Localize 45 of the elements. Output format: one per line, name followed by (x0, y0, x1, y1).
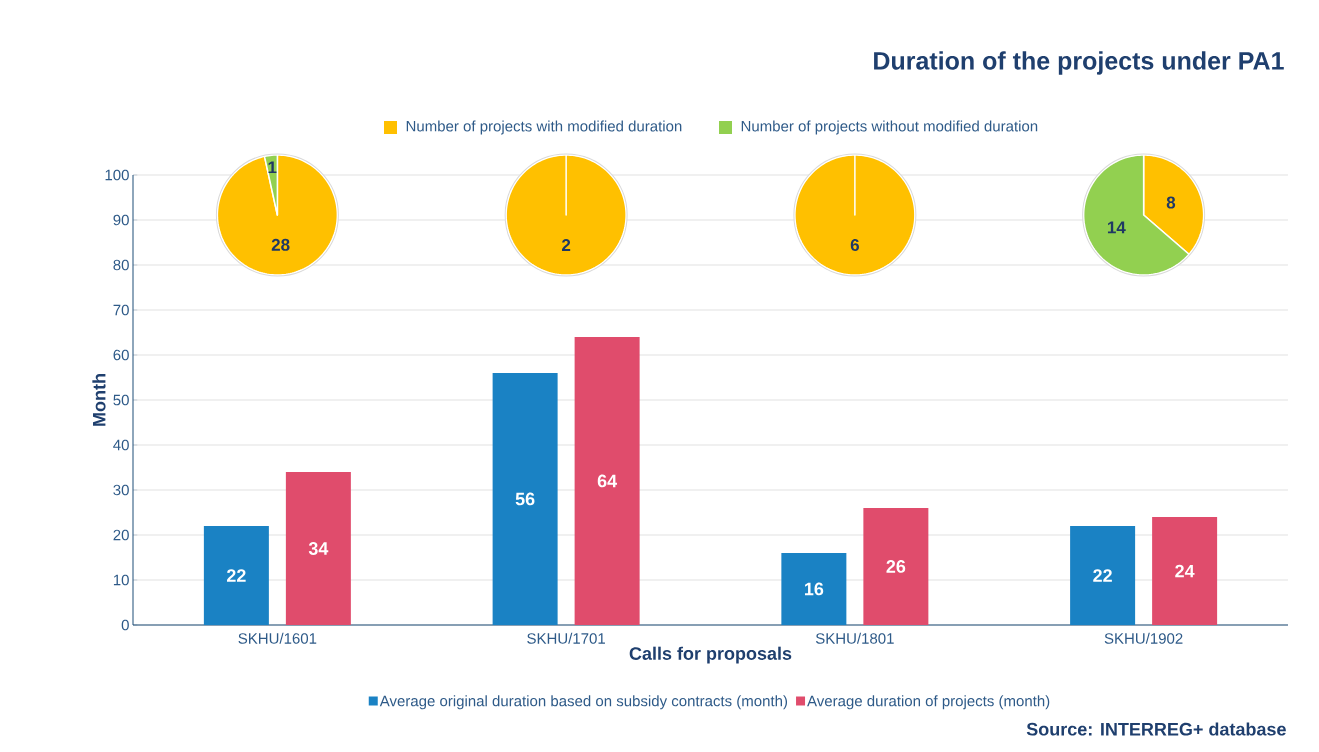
legend-label: Number of projects without modified duration (741, 120, 1038, 135)
legend-label: Number of projects with modified duration (406, 120, 682, 135)
y-tick-label: 20 (113, 529, 129, 541)
bar (781, 553, 847, 625)
x-tick-label: SKHU/1801 (815, 632, 894, 644)
bar (574, 336, 640, 625)
y-tick-label: 90 (113, 214, 129, 226)
y-axis-title: Month (92, 374, 106, 426)
data-label: 14 (1107, 221, 1126, 234)
y-tick-label: 40 (113, 439, 129, 451)
y-tick-label: 50 (113, 394, 129, 406)
source-note: Source: INTERREG+ database (1026, 722, 1286, 736)
y-tick-label: 0 (121, 619, 129, 631)
data-label: 56 (515, 492, 535, 506)
data-label: 26 (886, 560, 906, 573)
bar (492, 373, 558, 625)
y-tick-label: 30 (113, 484, 129, 496)
data-label: 34 (308, 542, 329, 555)
x-tick-label: SKHU/1902 (1104, 632, 1183, 644)
data-label: 2 (562, 239, 571, 251)
bar (1152, 517, 1218, 625)
bar (203, 526, 269, 625)
bar (863, 508, 929, 625)
data-label: 8 (1166, 196, 1176, 209)
y-tick-label: 70 (113, 304, 129, 316)
x-tick-label: SKHU/1601 (238, 632, 317, 644)
data-label: 22 (1093, 569, 1112, 582)
data-label: 24 (1175, 564, 1195, 578)
y-tick-label: 80 (113, 259, 129, 271)
data-label: 6 (850, 238, 860, 252)
chart-title: Duration of the projects under PA1 (874, 51, 1284, 75)
data-label: 1 (268, 161, 277, 174)
data-label: 22 (226, 569, 246, 582)
x-axis-title: Calls for proposals (629, 646, 792, 664)
data-label: 64 (597, 474, 618, 488)
bar (285, 472, 351, 625)
legend-label: Average duration of projects (month) (807, 695, 1050, 710)
y-tick-label: 100 (105, 169, 129, 181)
data-label: 16 (804, 582, 824, 596)
legend-label: Average original duration based on subsidy contracts (month) (379, 695, 788, 710)
y-tick-label: 10 (113, 574, 129, 586)
x-tick-label: SKHU/1701 (527, 632, 605, 644)
y-tick-label: 60 (113, 349, 129, 361)
bar (1070, 526, 1136, 625)
data-label: 28 (271, 238, 290, 251)
